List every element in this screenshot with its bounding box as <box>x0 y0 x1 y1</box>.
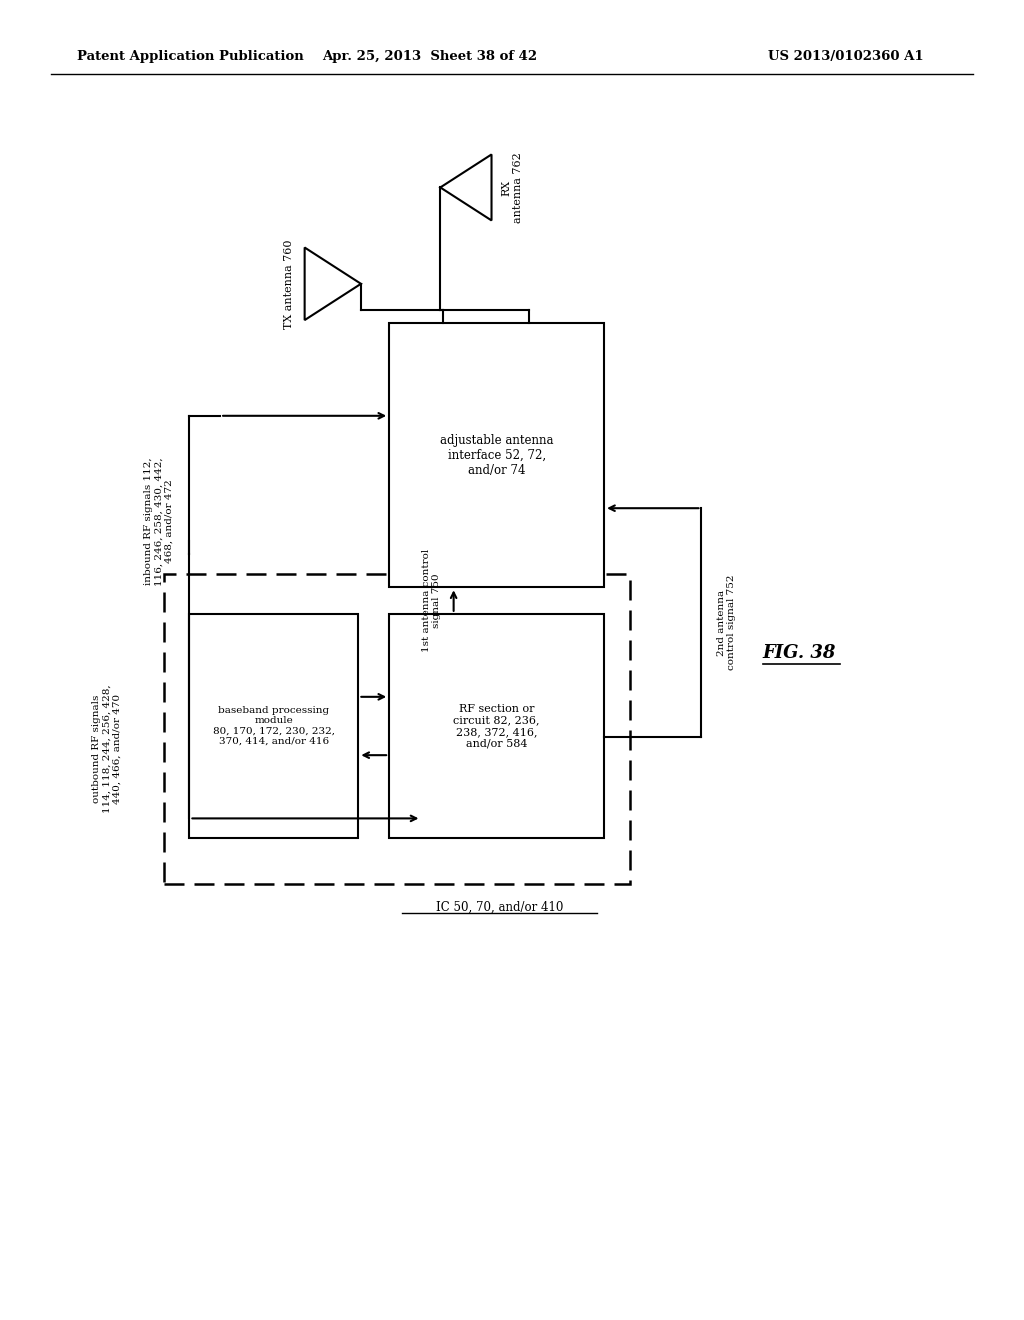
Text: FIG. 38: FIG. 38 <box>763 644 837 663</box>
Text: inbound RF signals 112,
116, 246, 258, 430, 442,
468, and/or 472: inbound RF signals 112, 116, 246, 258, 4… <box>144 457 174 586</box>
Text: Apr. 25, 2013  Sheet 38 of 42: Apr. 25, 2013 Sheet 38 of 42 <box>323 50 538 63</box>
Text: 1st antenna control
signal 750: 1st antenna control signal 750 <box>422 549 441 652</box>
Text: baseband processing
module
80, 170, 172, 230, 232,
370, 414, and/or 416: baseband processing module 80, 170, 172,… <box>213 706 335 746</box>
Text: IC 50, 70, and/or 410: IC 50, 70, and/or 410 <box>435 900 563 913</box>
Bar <box>389 614 604 838</box>
Bar <box>189 614 358 838</box>
Bar <box>389 323 604 587</box>
Text: Patent Application Publication: Patent Application Publication <box>77 50 303 63</box>
Bar <box>164 574 630 884</box>
Text: TX antenna 760: TX antenna 760 <box>285 239 295 329</box>
Text: RX
antenna 762: RX antenna 762 <box>502 152 523 223</box>
Text: adjustable antenna
interface 52, 72,
and/or 74: adjustable antenna interface 52, 72, and… <box>440 434 553 477</box>
Text: RF section or
circuit 82, 236,
238, 372, 416,
and/or 584: RF section or circuit 82, 236, 238, 372,… <box>454 704 540 748</box>
Text: outbound RF signals
114, 118, 244, 256, 428,
440, 466, and/or 470: outbound RF signals 114, 118, 244, 256, … <box>92 684 122 813</box>
Text: US 2013/0102360 A1: US 2013/0102360 A1 <box>768 50 924 63</box>
Text: 2nd antenna
control signal 752: 2nd antenna control signal 752 <box>717 576 736 671</box>
